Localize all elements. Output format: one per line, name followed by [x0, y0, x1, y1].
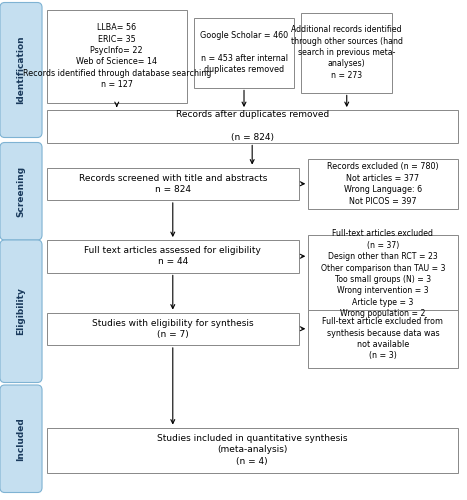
FancyBboxPatch shape	[308, 159, 458, 209]
FancyBboxPatch shape	[308, 310, 458, 368]
Text: Eligibility: Eligibility	[16, 288, 26, 335]
FancyBboxPatch shape	[47, 168, 299, 200]
Text: Records screened with title and abstracts
n = 824: Records screened with title and abstract…	[78, 174, 267, 194]
FancyBboxPatch shape	[47, 428, 458, 472]
FancyBboxPatch shape	[301, 12, 392, 92]
FancyBboxPatch shape	[47, 10, 187, 102]
Text: Records after duplicates removed

(n = 824): Records after duplicates removed (n = 82…	[176, 110, 329, 142]
FancyBboxPatch shape	[0, 142, 42, 240]
Text: Records excluded (n = 780)
Not articles = 377
Wrong Language: 6
Not PICOS = 397: Records excluded (n = 780) Not articles …	[327, 162, 439, 206]
Text: Google Scholar = 460

n = 453 after internal
duplicates removed: Google Scholar = 460 n = 453 after inter…	[200, 31, 288, 74]
Text: Full-text articles excluded
(n = 37)
Design other than RCT = 23
Other comparison: Full-text articles excluded (n = 37) Des…	[321, 229, 445, 318]
FancyBboxPatch shape	[47, 240, 299, 272]
Text: Full-text article excluded from
synthesis because data was
not available
(n = 3): Full-text article excluded from synthesi…	[322, 317, 444, 360]
FancyBboxPatch shape	[0, 385, 42, 492]
Text: Included: Included	[16, 417, 26, 461]
FancyBboxPatch shape	[194, 18, 294, 87]
Text: Identification: Identification	[16, 36, 26, 104]
FancyBboxPatch shape	[47, 110, 458, 142]
FancyBboxPatch shape	[0, 2, 42, 138]
FancyBboxPatch shape	[308, 235, 458, 312]
Text: Studies included in quantitative synthesis
(meta-analysis)
(n = 4): Studies included in quantitative synthes…	[157, 434, 347, 466]
Text: Additional records identified
through other sources (hand
search in previous met: Additional records identified through ot…	[291, 25, 403, 80]
Text: Screening: Screening	[16, 166, 26, 217]
FancyBboxPatch shape	[0, 240, 42, 382]
Text: LLBA= 56
ERIC= 35
PsycInfo= 22
Web of Science= 14
Records identified through dat: LLBA= 56 ERIC= 35 PsycInfo= 22 Web of Sc…	[22, 23, 211, 90]
Text: Full text articles assessed for eligibility
n = 44: Full text articles assessed for eligibil…	[85, 246, 261, 266]
Text: Studies with eligibility for synthesis
(n = 7): Studies with eligibility for synthesis (…	[92, 318, 254, 339]
FancyBboxPatch shape	[47, 312, 299, 345]
